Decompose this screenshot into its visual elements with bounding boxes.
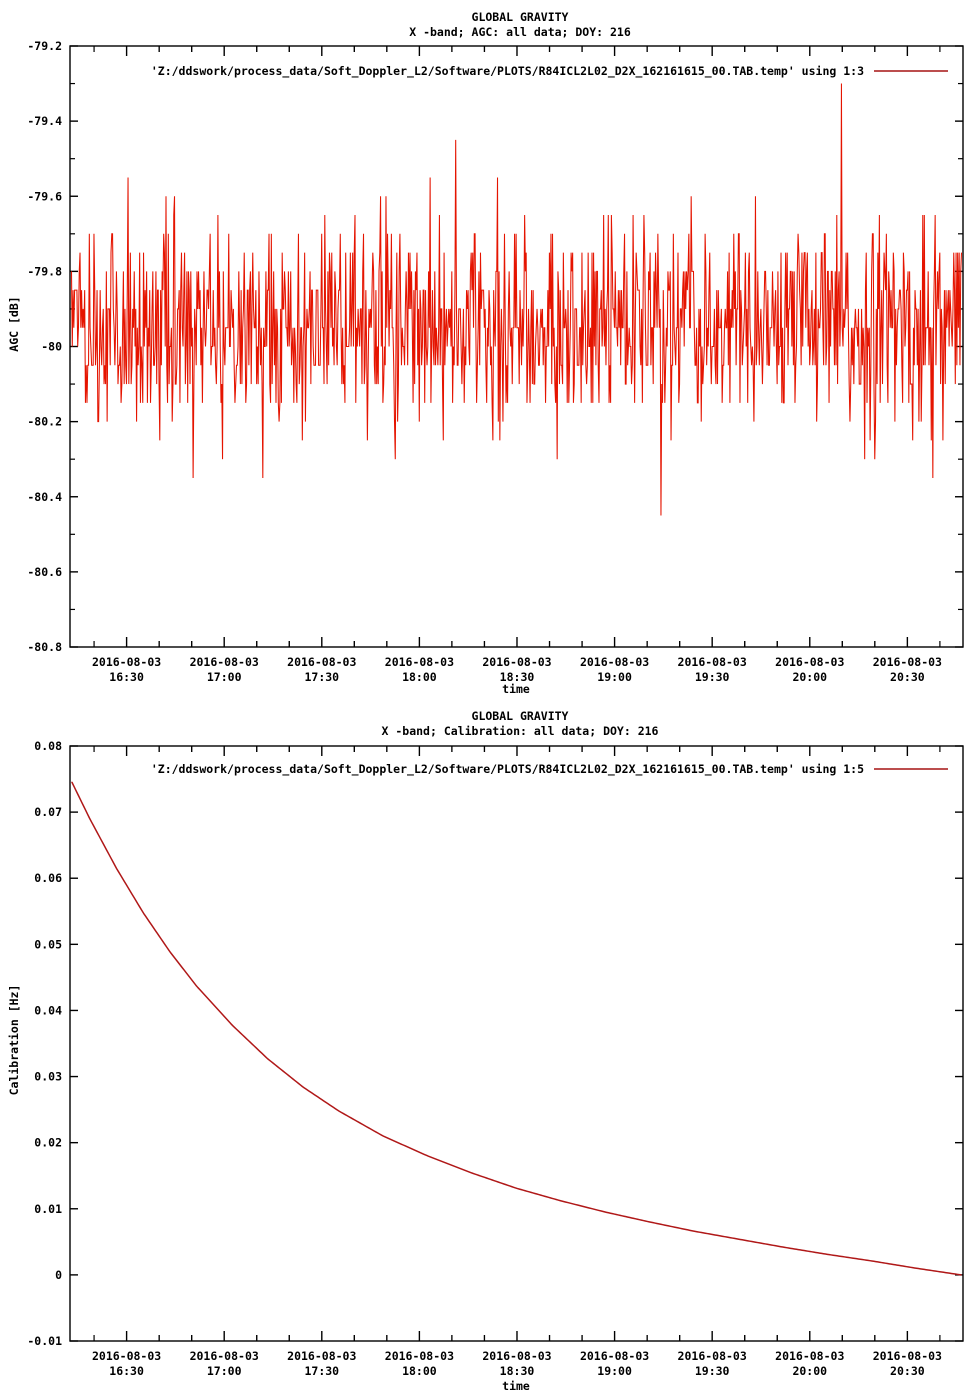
agc-x-tick-date: 2016-08-03	[775, 655, 844, 669]
calibration-x-tick-date: 2016-08-03	[92, 1349, 161, 1363]
calibration-y-tick-label: -0.01	[27, 1334, 62, 1348]
agc-x-tick-date: 2016-08-03	[385, 655, 454, 669]
agc-y-tick-label: -79.4	[27, 114, 62, 128]
calibration-legend-label: 'Z:/ddswork/process_data/Soft_Doppler_L2…	[151, 762, 864, 777]
calibration-title-line2: X -band; Calibration: all data; DOY: 216	[382, 724, 659, 738]
calibration-x-tick-time: 17:30	[304, 1364, 339, 1378]
calibration-plot-svg: GLOBAL GRAVITY X -band; Calibration: all…	[0, 700, 980, 1400]
calibration-y-tick-label: 0.02	[34, 1136, 62, 1150]
calibration-plot-panel: GLOBAL GRAVITY X -band; Calibration: all…	[0, 700, 980, 1400]
calibration-x-tick-time: 20:00	[792, 1364, 827, 1378]
calibration-x-tick-date: 2016-08-03	[190, 1349, 259, 1363]
agc-y-tick-label: -80.8	[27, 640, 62, 654]
calibration-x-tick-date: 2016-08-03	[678, 1349, 747, 1363]
agc-legend-label: 'Z:/ddswork/process_data/Soft_Doppler_L2…	[151, 64, 864, 79]
agc-x-tick-date: 2016-08-03	[482, 655, 551, 669]
agc-y-tick-label: -80	[41, 340, 62, 354]
agc-title-line1: GLOBAL GRAVITY	[472, 10, 569, 24]
agc-data-line	[70, 83, 963, 516]
calibration-x-axis-ticks: 2016-08-0316:302016-08-0317:002016-08-03…	[92, 746, 942, 1378]
calibration-x-tick-date: 2016-08-03	[775, 1349, 844, 1363]
agc-x-tick-date: 2016-08-03	[580, 655, 649, 669]
agc-x-tick-time: 17:30	[304, 670, 339, 684]
calibration-x-tick-date: 2016-08-03	[287, 1349, 356, 1363]
calibration-y-tick-label: 0.03	[34, 1070, 62, 1084]
agc-x-tick-date: 2016-08-03	[678, 655, 747, 669]
calibration-x-tick-date: 2016-08-03	[482, 1349, 551, 1363]
calibration-x-tick-time: 17:00	[207, 1364, 242, 1378]
agc-y-axis-label: AGC [dB]	[7, 296, 21, 351]
calibration-y-tick-label: 0.08	[34, 739, 62, 753]
calibration-y-tick-label: 0.01	[34, 1202, 62, 1216]
calibration-y-tick-label: 0	[55, 1268, 62, 1282]
calibration-x-tick-date: 2016-08-03	[385, 1349, 454, 1363]
agc-x-tick-time: 19:00	[597, 670, 632, 684]
agc-x-tick-time: 20:00	[792, 670, 827, 684]
agc-x-tick-time: 20:30	[890, 670, 925, 684]
agc-plot-panel: GLOBAL GRAVITY X -band; AGC: all data; D…	[7, 10, 964, 696]
agc-x-tick-date: 2016-08-03	[873, 655, 942, 669]
agc-y-tick-label: -79.8	[27, 264, 62, 278]
calibration-x-axis-label: time	[502, 1379, 530, 1393]
agc-plot-svg: GLOBAL GRAVITY X -band; AGC: all data; D…	[7, 10, 964, 696]
agc-y-tick-label: -79.2	[27, 39, 62, 53]
agc-y-tick-label: -80.2	[27, 415, 62, 429]
calibration-y-axis-ticks: 0.08 0.07 0.06 0.05 0.04 0.03 0.02 0.01 0 -0.01	[27, 739, 963, 1348]
agc-x-tick-date: 2016-08-03	[287, 655, 356, 669]
calibration-x-tick-date: 2016-08-03	[580, 1349, 649, 1363]
calibration-x-tick-time: 18:30	[500, 1364, 535, 1378]
calibration-plot-background	[0, 700, 980, 1400]
calibration-y-tick-label: 0.04	[34, 1003, 62, 1017]
calibration-x-tick-time: 16:30	[109, 1364, 144, 1378]
agc-y-tick-label: -80.4	[27, 490, 62, 504]
calibration-y-tick-label: 0.06	[34, 871, 62, 885]
agc-x-tick-time: 19:30	[695, 670, 730, 684]
calibration-plot-frame	[69, 745, 964, 1342]
calibration-x-tick-time: 19:30	[695, 1364, 730, 1378]
calibration-x-tick-date: 2016-08-03	[873, 1349, 942, 1363]
calibration-x-tick-time: 20:30	[890, 1364, 925, 1378]
agc-y-tick-label: -80.6	[27, 565, 62, 579]
calibration-x-tick-time: 18:00	[402, 1364, 437, 1378]
agc-x-tick-time: 17:00	[207, 670, 242, 684]
agc-x-axis-label: time	[502, 682, 530, 696]
calibration-y-tick-label: 0.07	[34, 805, 62, 819]
agc-title-line2: X -band; AGC: all data; DOY: 216	[409, 25, 631, 39]
agc-x-tick-date: 2016-08-03	[92, 655, 161, 669]
calibration-x-tick-time: 19:00	[597, 1364, 632, 1378]
agc-plot-frame	[69, 45, 964, 648]
agc-x-tick-date: 2016-08-03	[190, 655, 259, 669]
calibration-title-line1: GLOBAL GRAVITY	[472, 709, 569, 723]
agc-y-tick-label: -79.6	[27, 189, 62, 203]
calibration-y-tick-label: 0.05	[34, 937, 62, 951]
agc-x-tick-time: 16:30	[109, 670, 144, 684]
agc-x-axis-ticks: 2016-08-0316:302016-08-0317:002016-08-03…	[92, 46, 942, 684]
calibration-y-axis-label: Calibration [Hz]	[7, 985, 21, 1096]
agc-x-tick-time: 18:30	[500, 670, 535, 684]
calibration-data-line	[71, 781, 962, 1276]
agc-x-tick-time: 18:00	[402, 670, 437, 684]
